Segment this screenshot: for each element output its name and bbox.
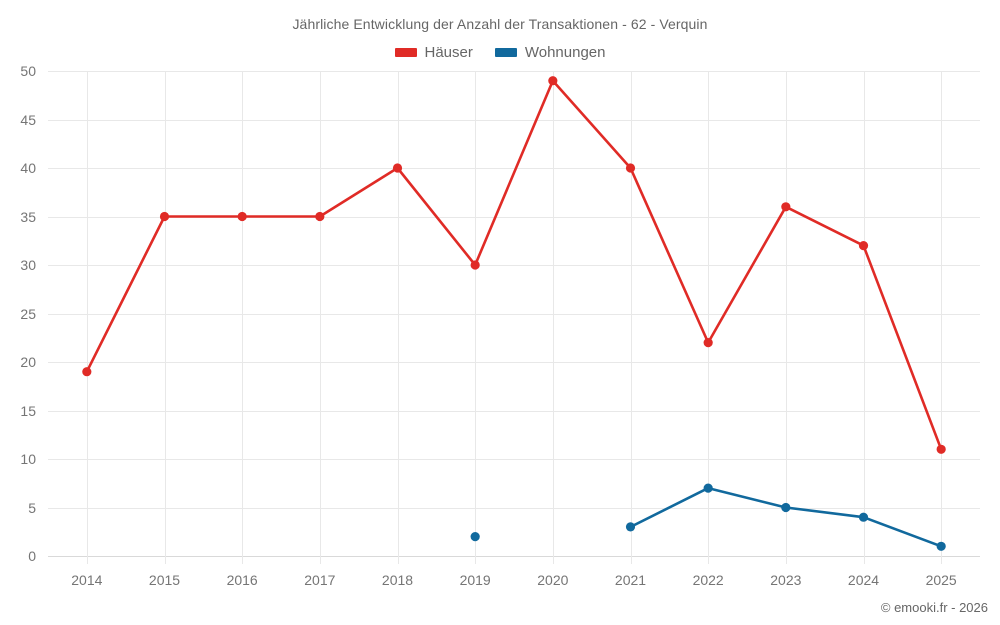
data-point-hauser[interactable]	[470, 260, 480, 270]
y-tick-label: 5	[28, 499, 36, 516]
data-point-hauser[interactable]	[82, 367, 92, 377]
y-tick-label: 45	[20, 111, 36, 128]
y-tick-label: 40	[20, 160, 36, 176]
x-tick-label: 2023	[770, 572, 802, 588]
data-point-wohnungen[interactable]	[625, 522, 636, 532]
series-line-wohnungen	[629, 486, 943, 548]
data-point-hauser[interactable]	[936, 444, 946, 454]
data-point-hauser[interactable]	[315, 211, 325, 222]
legend-swatch-wohnungen	[494, 48, 517, 57]
data-point-hauser[interactable]	[237, 211, 247, 222]
legend-swatch-hauser	[394, 48, 417, 57]
legend-label-hauser: Häuser	[424, 44, 473, 61]
data-point-wohnungen[interactable]	[703, 483, 713, 493]
data-point-wohnungen[interactable]	[470, 532, 480, 542]
y-tick-label: 0	[28, 548, 36, 564]
y-tick-label: 35	[20, 208, 36, 225]
chart-title: Jährliche Entwicklung der Anzahl der Tra…	[292, 16, 708, 32]
y-tick-label: 15	[20, 402, 36, 419]
x-tick-label: 2024	[847, 572, 880, 588]
y-tick-label: 10	[20, 451, 36, 467]
y-tick-label: 50	[20, 63, 36, 79]
y-tick-label: 30	[20, 257, 36, 273]
x-tick-label: 2017	[304, 572, 336, 588]
data-point-wohnungen[interactable]	[781, 502, 791, 513]
data-point-wohnungen[interactable]	[858, 512, 869, 522]
series-line-hauser	[85, 79, 943, 451]
data-point-hauser[interactable]	[392, 163, 403, 173]
x-tick-label: 2025	[925, 572, 957, 588]
x-tick-label: 2019	[459, 572, 491, 588]
x-tick-label: 2022	[692, 572, 724, 588]
x-tick-label: 2015	[148, 572, 181, 588]
data-point-wohnungen[interactable]	[936, 541, 946, 551]
data-point-hauser[interactable]	[548, 76, 558, 86]
x-tick-label: 2020	[537, 572, 569, 588]
legend-item-hauser[interactable]: Häuser	[394, 44, 473, 61]
legend-label-wohnungen: Wohnungen	[524, 44, 606, 61]
x-tick-label: 2021	[614, 572, 647, 588]
x-tick-label: 2016	[226, 572, 258, 588]
data-point-hauser[interactable]	[781, 202, 791, 212]
chart-legend: Häuser Wohnungen	[0, 44, 1000, 61]
data-point-hauser[interactable]	[858, 241, 869, 251]
y-tick-label: 20	[20, 354, 36, 370]
y-tick-label: 25	[20, 305, 36, 322]
data-point-hauser[interactable]	[159, 211, 170, 222]
legend-item-wohnungen[interactable]: Wohnungen	[494, 44, 606, 61]
x-tick-label: 2014	[71, 572, 103, 588]
data-point-hauser[interactable]	[625, 163, 636, 173]
copyright-credit: © emooki.fr - 2026	[880, 600, 988, 615]
data-point-hauser[interactable]	[703, 338, 713, 348]
x-tick-label: 2018	[381, 572, 414, 588]
